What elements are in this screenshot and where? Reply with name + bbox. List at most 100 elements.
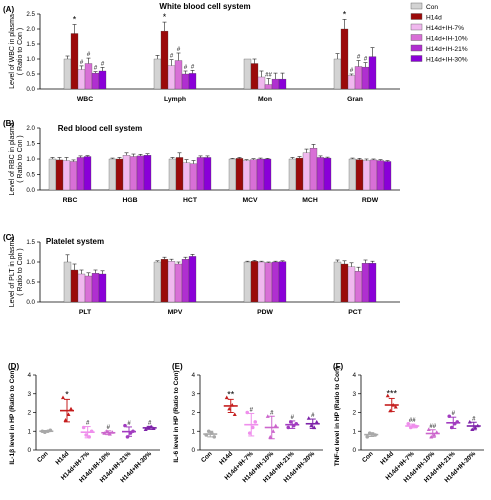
bar [76, 157, 85, 191]
bar [278, 78, 287, 90]
data-point [206, 429, 211, 434]
data-point [146, 425, 151, 430]
y-tick-label: 4 [27, 372, 31, 379]
y-tick-label: 0 [191, 447, 195, 454]
data-point [432, 433, 437, 437]
bar [302, 152, 311, 191]
data-point [291, 423, 296, 428]
y-tick-label: 0.5 [26, 172, 35, 179]
x-tick-label: H14d [379, 450, 395, 466]
data-point [288, 420, 293, 424]
bar [354, 66, 363, 90]
bar [167, 261, 176, 303]
significance-mark: # [94, 66, 98, 72]
data-point [473, 425, 478, 430]
bar [250, 261, 259, 303]
data-point [107, 432, 112, 436]
bar [182, 162, 191, 191]
data-point [123, 423, 127, 428]
bar [333, 261, 342, 303]
bar [278, 261, 287, 303]
y-axis-label-line: Level of RBC in plasma [9, 122, 16, 195]
bar [167, 65, 176, 90]
data-point [81, 425, 86, 430]
bar [355, 159, 364, 191]
significance-mark: # [350, 68, 354, 74]
y-tick-label: 0.5 [26, 71, 35, 78]
data-point [367, 431, 372, 435]
bar [257, 76, 266, 90]
bar [175, 157, 184, 191]
y-tick-label: 3 [191, 391, 195, 398]
data-point [429, 434, 434, 439]
data-point [447, 414, 452, 419]
x-tick-label: PCT [348, 309, 362, 316]
y-tick-label: 1.0 [26, 156, 35, 163]
bar [309, 147, 318, 191]
bar [250, 63, 259, 90]
data-point [414, 424, 419, 429]
y-tick-label: 0.5 [26, 279, 35, 286]
bar [376, 160, 385, 191]
bar [354, 271, 363, 303]
bar [340, 28, 349, 90]
x-tick-label: PLT [79, 309, 92, 316]
bar [264, 262, 273, 303]
bar [368, 263, 377, 303]
data-point [434, 430, 439, 434]
bar [235, 158, 244, 191]
data-point [391, 403, 396, 407]
y-tick-label: 2 [352, 410, 356, 417]
bar [203, 157, 212, 191]
data-point [475, 423, 480, 428]
bar [383, 161, 392, 191]
x-tick-label: RDW [362, 197, 379, 204]
y-axis-label-line: Level of PLT in plasma [9, 237, 16, 308]
data-point [373, 433, 378, 437]
chart-title: Red blood cell system [58, 124, 142, 133]
data-point [268, 434, 273, 439]
significance-mark: # [270, 410, 274, 416]
chart-title: Platelet system [46, 237, 104, 246]
y-tick-label: 4 [191, 372, 195, 379]
significance-mark: * [343, 9, 347, 19]
bar [288, 158, 297, 191]
data-point [125, 435, 130, 439]
data-point [87, 435, 91, 439]
data-point [104, 429, 109, 433]
y-axis-label: Level of RBC in plasma( Ratio to Con ) [9, 122, 24, 195]
bar [168, 158, 177, 191]
x-tick-label: MPV [168, 309, 183, 316]
y-axis-label-line: ( Ratio to Con ) [17, 28, 24, 75]
y-tick-label: 0 [352, 447, 356, 454]
data-point [449, 425, 454, 430]
data-point [271, 429, 276, 433]
significance-mark: * [163, 12, 167, 22]
legend-label: H14d+IH-21% [426, 46, 468, 53]
panel-label: (B) [3, 119, 14, 128]
bar [257, 261, 266, 303]
y-axis-label: IL-1β level in HP (Ratio to Con) [9, 368, 16, 464]
y-axis-label-line: ( Ratio to Con ) [17, 135, 24, 182]
data-point [406, 421, 411, 426]
bar [347, 266, 356, 303]
y-tick-label: 1.0 [26, 259, 35, 266]
legend-swatch [410, 44, 423, 52]
data-point [452, 421, 457, 426]
y-tick-label: 2.5 [26, 11, 35, 18]
data-point [247, 431, 252, 435]
data-point [385, 393, 390, 398]
bar [136, 155, 145, 191]
data-point [426, 427, 431, 431]
bar [368, 56, 377, 90]
x-tick-label: MCV [242, 197, 258, 204]
data-point [212, 435, 217, 439]
y-axis-label-line: ( Ratio to Con ) [17, 248, 24, 295]
bar [63, 261, 72, 303]
legend-label: H14d+IH-10% [426, 36, 468, 43]
bar [340, 263, 349, 303]
bar [63, 58, 72, 90]
bar [316, 157, 325, 191]
y-tick-label: 1 [191, 428, 195, 435]
